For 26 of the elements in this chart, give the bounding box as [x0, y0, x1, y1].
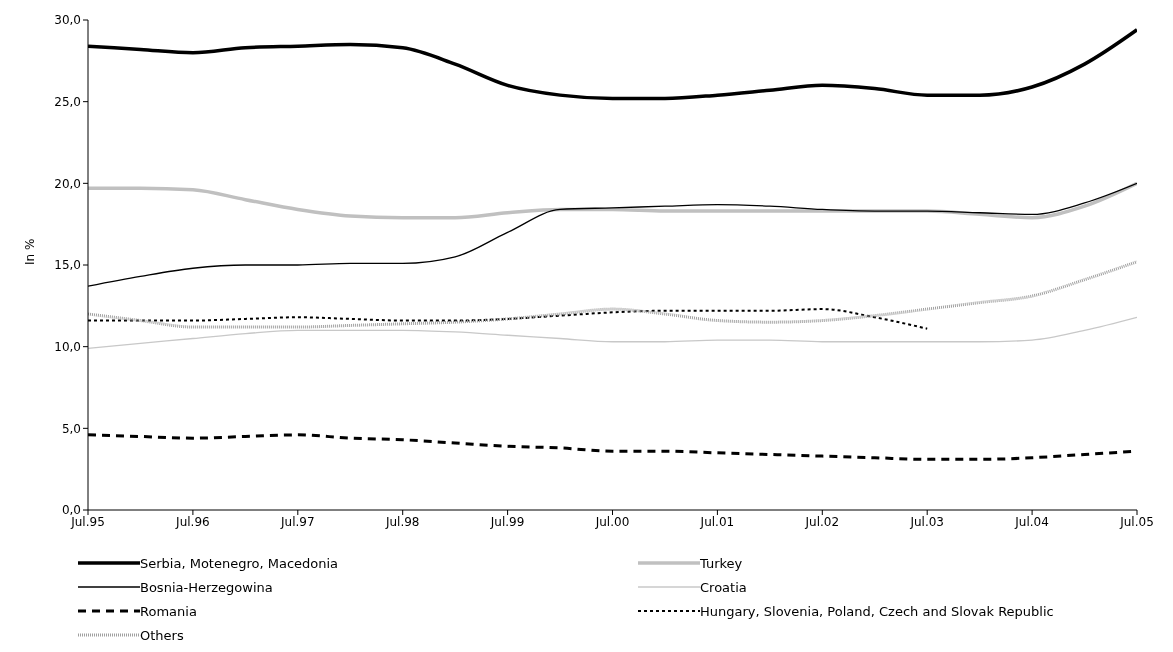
- legend-label: Romania: [140, 603, 197, 619]
- y-tick-label: 20,0: [54, 176, 81, 191]
- y-tick-label: 10,0: [54, 339, 81, 354]
- legend-label: Croatia: [700, 579, 747, 595]
- x-tick-label: Jul.97: [280, 514, 315, 529]
- y-tick-label: 15,0: [54, 258, 81, 273]
- line-series: [88, 316, 1137, 349]
- x-tick-label: Jul.04: [1014, 514, 1049, 529]
- legend-label: Turkey: [700, 555, 743, 571]
- x-tick-label: Jul.05: [1119, 514, 1154, 529]
- legend-label: Bosnia-Herzegowina: [140, 579, 273, 595]
- legend-label: Serbia, Motenegro, Macedonia: [140, 555, 339, 571]
- legend-label: Others: [140, 627, 184, 643]
- x-tick-label: Jul.01: [699, 514, 735, 529]
- y-tick-label: 25,0: [54, 94, 81, 109]
- line-series: [88, 260, 1137, 329]
- x-tick-label: Jul.03: [909, 514, 944, 529]
- x-tick-label: Jul.00: [594, 514, 630, 529]
- x-tick-label: Jul.98: [384, 514, 420, 529]
- y-tick-label: 5,0: [61, 421, 81, 436]
- legend-label: Hungary, Slovenia, Poland, Czech and Slovak Republic: [700, 603, 1054, 619]
- x-tick-label: Jul.96: [175, 514, 210, 529]
- x-tick-label: Jul.99: [489, 514, 525, 529]
- y-axis-title: In %: [23, 238, 38, 265]
- x-tick-label: Jul.02: [804, 514, 840, 529]
- y-tick-label: 30,0: [54, 13, 81, 28]
